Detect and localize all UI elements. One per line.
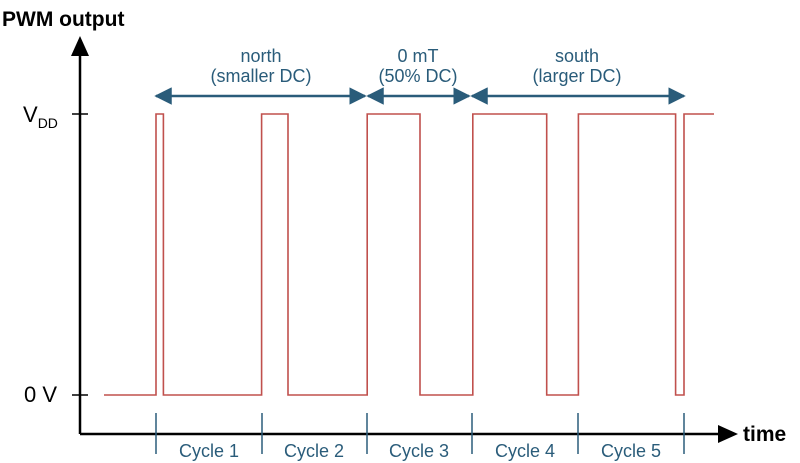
north-dc-label: (smaller DC) [211, 66, 312, 86]
cycle-3-label: Cycle 3 [389, 441, 449, 461]
x-axis-title: time [743, 423, 786, 446]
zero-mt-dc-label: (50% DC) [378, 66, 457, 86]
cycle-4-label: Cycle 4 [495, 441, 555, 461]
x-axis-arrowhead [718, 425, 738, 443]
zero-mt-label: 0 mT [397, 46, 438, 66]
south-dc-label: (larger DC) [532, 66, 621, 86]
cycle-1-label: Cycle 1 [179, 441, 239, 461]
y-axis-arrowhead [71, 36, 89, 56]
south-label: south [555, 46, 599, 66]
pwm-signal [104, 113, 714, 396]
cycle-5-label: Cycle 5 [601, 441, 661, 461]
vdd-label: VDD [23, 102, 58, 131]
y-axis-title: PWM output [2, 8, 124, 31]
zero-volt-label: 0 V [24, 382, 57, 407]
cycle-2-label: Cycle 2 [284, 441, 344, 461]
north-label: north [240, 46, 281, 66]
cycle-dividers [155, 413, 685, 454]
